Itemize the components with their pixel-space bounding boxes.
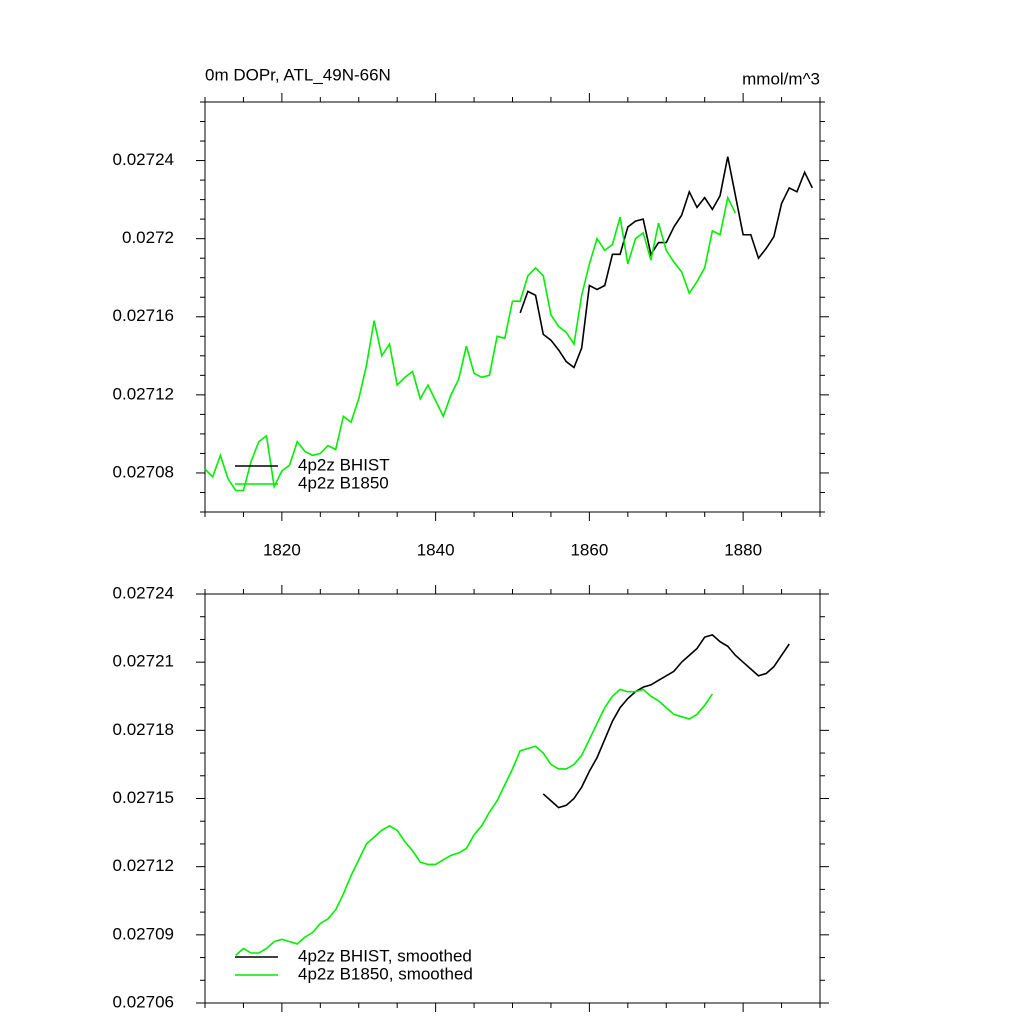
units-label: mmol/m^3: [742, 69, 820, 88]
series-line: [542, 634, 790, 809]
x-tick-label: 1840: [417, 540, 455, 559]
series-line: [235, 688, 714, 956]
series-line: [519, 156, 814, 369]
legend-label: 4p2z B1850, smoothed: [298, 964, 473, 983]
series-line: [204, 195, 737, 492]
x-tick-label: 1860: [570, 540, 608, 559]
legend-label: 4p2z B1850: [298, 473, 389, 492]
x-tick-label: 1820: [263, 540, 301, 559]
y-tick-label: 0.02706: [113, 992, 174, 1011]
y-tick-label: 0.02712: [113, 384, 174, 403]
y-tick-label: 0.02712: [113, 856, 174, 875]
y-tick-label: 0.02724: [113, 150, 174, 169]
plot-frame: [204, 593, 821, 1004]
y-tick-label: 0.02721: [113, 652, 174, 671]
x-tick-label: 1880: [724, 540, 762, 559]
legend-label: 4p2z BHIST, smoothed: [298, 946, 472, 965]
y-tick-label: 0.02708: [113, 462, 174, 481]
y-tick-label: 0.02718: [113, 720, 174, 739]
y-tick-label: 0.02716: [113, 306, 174, 325]
y-tick-label: 0.02724: [113, 583, 174, 602]
plot-frame: [204, 101, 821, 513]
legend-label: 4p2z BHIST: [298, 455, 390, 474]
y-tick-label: 0.02715: [113, 788, 174, 807]
chart-title: 0m DOPr, ATL_49N-66N: [205, 65, 391, 84]
y-tick-label: 0.02709: [113, 924, 174, 943]
y-tick-label: 0.0272: [122, 228, 174, 247]
